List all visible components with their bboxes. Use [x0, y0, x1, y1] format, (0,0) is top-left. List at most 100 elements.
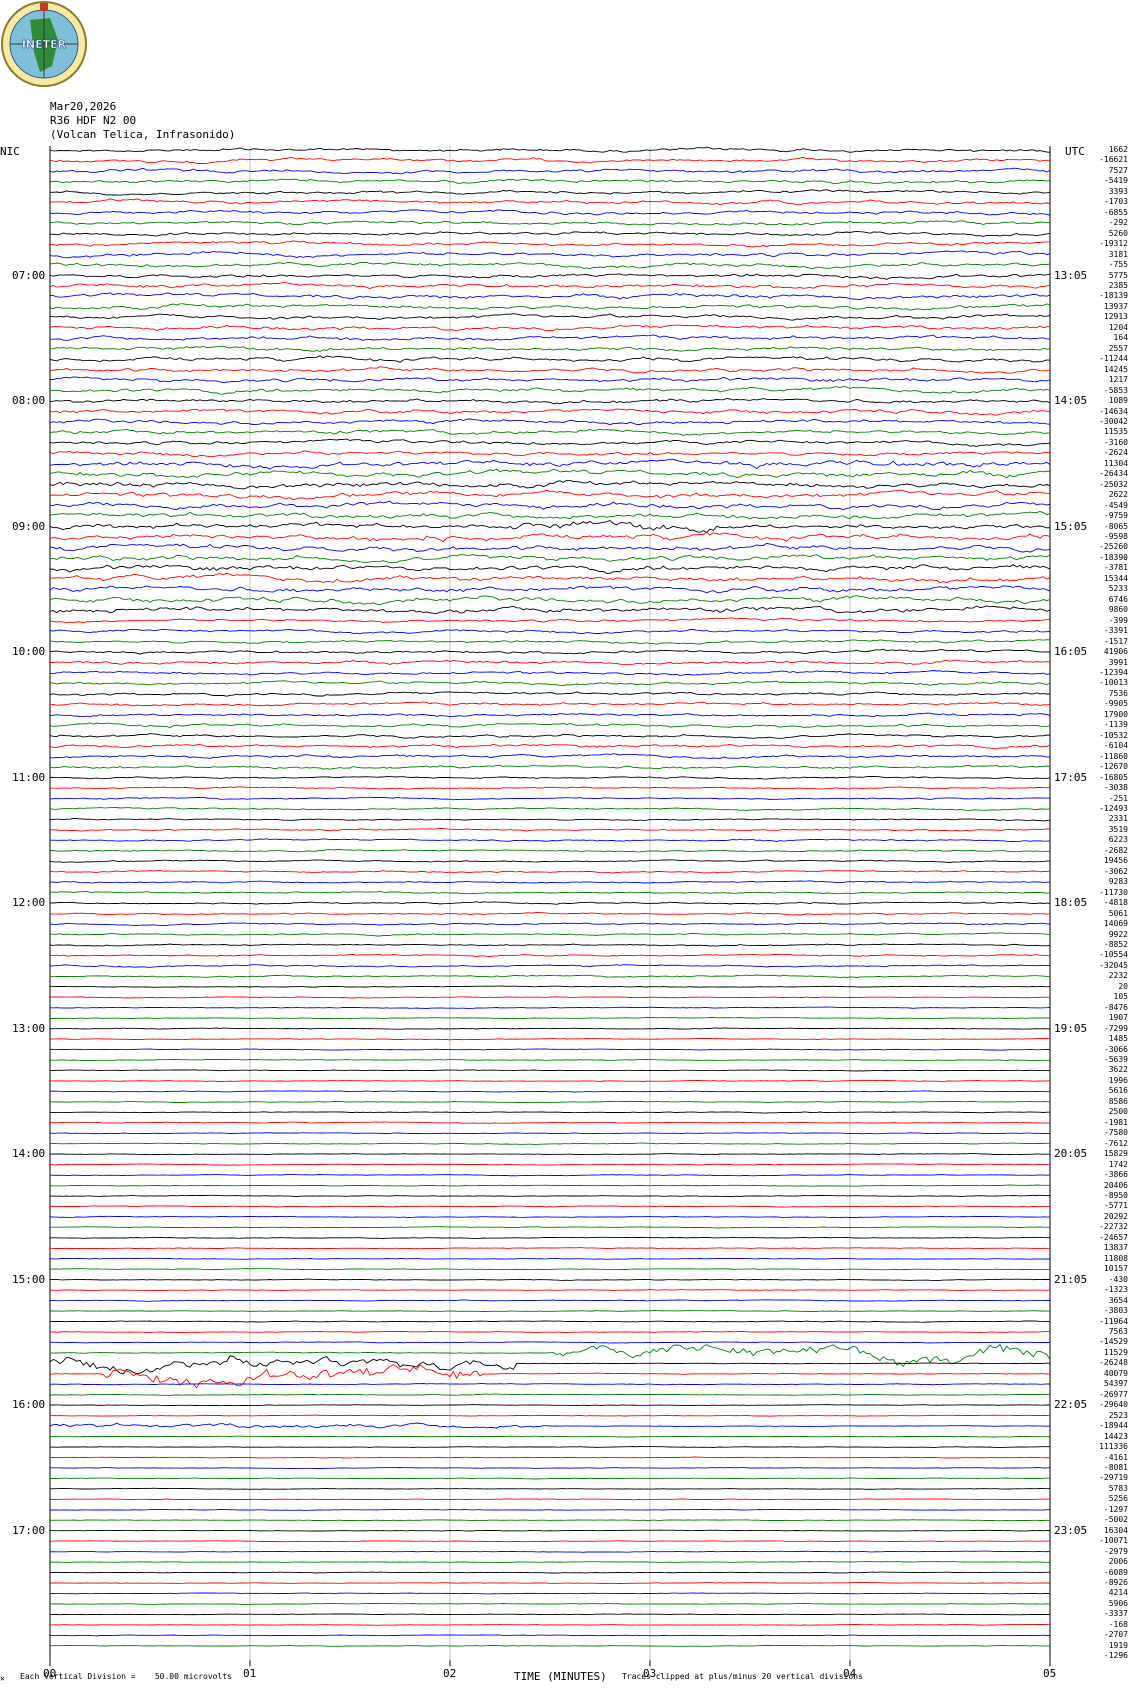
- trace-offset-label: -14529: [1099, 1337, 1128, 1347]
- trace-line: [49, 438, 1051, 447]
- trace-line: [49, 1310, 1050, 1313]
- trace-offset-label: -5002: [1103, 1515, 1128, 1525]
- trace-line: [49, 1037, 1051, 1041]
- trace-line: [49, 911, 1051, 916]
- trace-offset-label: 3654: [1108, 1295, 1128, 1305]
- trace-offset-label: -3803: [1103, 1306, 1128, 1316]
- trace-line: [49, 1414, 1050, 1417]
- trace-line: [49, 701, 1051, 707]
- trace-line: [49, 964, 1051, 968]
- trace-line: [49, 985, 1051, 988]
- local-time-label: 16:00: [12, 1398, 46, 1412]
- trace-line: [49, 479, 1051, 490]
- trace-line: [49, 1163, 1051, 1166]
- trace-offset-label: -3062: [1103, 866, 1128, 876]
- trace-offset-label: -12493: [1099, 803, 1128, 813]
- utc-time-label: 17:05: [1054, 770, 1088, 784]
- trace-line: [49, 1435, 1051, 1438]
- trace-line: [49, 585, 1051, 594]
- trace-offset-label: 7536: [1108, 688, 1128, 698]
- trace-line: [49, 1278, 1051, 1281]
- x-axis-title: TIME (MINUTES): [514, 1670, 607, 1683]
- trace-offset-label: 3991: [1108, 657, 1128, 667]
- station-code: R36 HDF N2 00: [50, 114, 137, 127]
- trace-line: [49, 786, 1051, 790]
- scale-note: Each Vertical Division = 50.00 microvolt…: [20, 1672, 232, 1681]
- scale-icon: ✕: [0, 1674, 5, 1683]
- x-tick-label: 04: [843, 1667, 857, 1681]
- trace-offset-label: 13837: [1103, 1243, 1128, 1253]
- trace-line: [49, 890, 1051, 895]
- utc-time-label: 19:05: [1054, 1021, 1088, 1035]
- trace-line: [49, 334, 1051, 341]
- trace-offset-label: 20406: [1103, 1180, 1128, 1190]
- trace-line: [49, 250, 1051, 259]
- trace-offset-label: -755: [1108, 260, 1128, 270]
- trace-line: [49, 1519, 1050, 1522]
- trace-line: [49, 1571, 1051, 1574]
- trace-offset-label: -7580: [1103, 1128, 1128, 1138]
- trace-offset-label: 105: [1113, 992, 1128, 1002]
- trace-line: [49, 1059, 1051, 1062]
- trace-offset-label: -8852: [1103, 939, 1128, 949]
- trace-line: [49, 230, 1051, 237]
- trace-offset-label: -11964: [1099, 1316, 1128, 1326]
- trace-line: [49, 428, 1050, 436]
- trace-line: [50, 659, 1051, 666]
- trace-offset-label: -25260: [1099, 542, 1128, 552]
- trace-line: [49, 1289, 1051, 1292]
- trace-offset-label: -11730: [1099, 887, 1128, 897]
- trace-offset-label: -22732: [1099, 1222, 1128, 1232]
- trace-offset-label: 6746: [1108, 594, 1128, 604]
- trace-line: [49, 1205, 1051, 1208]
- trace-line: [49, 617, 1051, 624]
- trace-offset-label: 1089: [1108, 396, 1128, 406]
- trace-offset-label: 2331: [1108, 814, 1128, 824]
- trace-offset-label: 3519: [1108, 824, 1128, 834]
- trace-offset-label: 11304: [1103, 458, 1128, 468]
- trace-line: [49, 511, 1051, 520]
- trace-line: [49, 743, 1051, 750]
- utc-time-label: 20:05: [1054, 1147, 1088, 1161]
- trace-offset-label: -2707: [1103, 1630, 1128, 1640]
- trace-offset-label: -29640: [1099, 1400, 1128, 1410]
- trace-line: [49, 531, 1051, 543]
- trace-line: [50, 838, 1051, 843]
- trace-line: [49, 408, 1051, 416]
- trace-offset-label: -4818: [1103, 898, 1128, 908]
- trace-offset-label: -19312: [1099, 239, 1128, 249]
- trace-offset-label: 111336: [1099, 1442, 1128, 1452]
- trace-offset-label: 2523: [1108, 1410, 1128, 1420]
- trace-line: [49, 468, 1051, 479]
- trace-line: [49, 1121, 1050, 1124]
- trace-offset-label: 1662: [1108, 145, 1128, 154]
- trace-offset-label: 9922: [1108, 929, 1128, 939]
- trace-offset-label: 164: [1113, 333, 1128, 343]
- trace-offset-label: -16621: [1099, 155, 1128, 165]
- left-timezone-label: NIC: [0, 145, 20, 158]
- station-location: (Volcan Telica, Infrasonido): [50, 128, 236, 141]
- local-time-label: 17:00: [12, 1523, 46, 1537]
- trace-offset-label: -3066: [1103, 1044, 1128, 1054]
- trace-line: [49, 1582, 1051, 1584]
- trace-offset-label: 11808: [1103, 1253, 1128, 1263]
- trace-line: [49, 282, 1051, 290]
- trace-line: [49, 324, 1051, 332]
- trace-line: [50, 1079, 1051, 1083]
- trace-offset-label: -5853: [1103, 385, 1128, 395]
- trace-offset-label: 8586: [1108, 1096, 1128, 1106]
- trace-offset-label: -11860: [1099, 751, 1128, 761]
- trace-line: [49, 1247, 1050, 1250]
- trace-line: [49, 595, 1051, 606]
- trace-line: [49, 953, 1051, 957]
- local-time-label: 12:00: [12, 896, 46, 910]
- trace-line: [49, 386, 1051, 395]
- trace-line: [49, 1142, 1051, 1145]
- trace-line: [49, 1422, 1051, 1429]
- trace-offset-label: -3781: [1103, 563, 1128, 573]
- trace-line: [49, 398, 1051, 405]
- trace-offset-label: 16304: [1103, 1525, 1128, 1535]
- trace-offset-label: -12670: [1099, 762, 1128, 772]
- trace-offset-label: -2682: [1103, 845, 1128, 855]
- trace-line: [49, 1383, 1051, 1386]
